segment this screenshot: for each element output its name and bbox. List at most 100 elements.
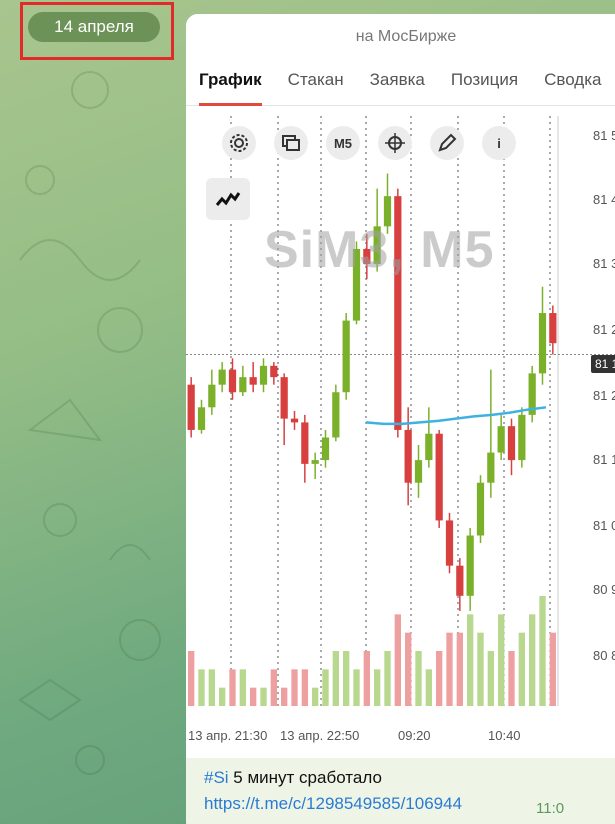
candle-body [280, 377, 288, 419]
x-tick: 13 апр. 21:30 [188, 728, 268, 743]
tab-bar: График Стакан Заявка Позиция Сводка [186, 66, 615, 106]
timeframe-button[interactable]: M5 [326, 126, 360, 160]
message-link[interactable]: https://t.me/c/1298549585/106944 [204, 794, 463, 813]
y-tick: 81 5 [593, 128, 615, 143]
settings-gear-icon[interactable] [222, 126, 256, 160]
volume-bar [332, 651, 339, 706]
volume-bar [518, 632, 525, 706]
y-tick: 81 1 [593, 452, 615, 467]
layers-icon[interactable] [274, 126, 308, 160]
candle-body [332, 392, 340, 438]
volume-bar [529, 614, 536, 706]
volume-bar [260, 687, 267, 706]
date-pill: 14 апреля [28, 12, 160, 42]
candle-body [197, 407, 206, 430]
tab-chart[interactable]: График [186, 66, 275, 106]
x-tick: 10:40 [488, 728, 521, 743]
volume-bar [322, 669, 329, 706]
info-button[interactable]: i [482, 126, 516, 160]
volume-bar [539, 596, 546, 706]
volume-bar [208, 669, 215, 706]
volume-bar [436, 651, 443, 706]
volume-bar [425, 669, 432, 706]
candle-body [425, 433, 433, 461]
candle-body [549, 313, 557, 344]
candle-body [373, 226, 381, 265]
candle-body [445, 520, 454, 566]
exchange-subtitle: на МосБирже [355, 28, 457, 45]
candle-body [187, 384, 195, 430]
message-time: 11:0 [536, 800, 565, 817]
candle-body [321, 437, 330, 461]
candle-body [239, 377, 247, 393]
volume-bar [498, 614, 505, 706]
volume-bar [456, 632, 463, 706]
tab-position[interactable]: Позиция [450, 70, 519, 89]
date-highlight-frame [20, 2, 174, 60]
volume-bar [374, 669, 381, 706]
candle-body [456, 565, 464, 596]
volume-bar [353, 669, 360, 706]
volume-bar [281, 687, 288, 706]
candle-body [342, 320, 350, 393]
candle-body [259, 365, 268, 385]
candle-body [311, 460, 319, 464]
y-tick: 81 2 [593, 322, 615, 337]
candle-body [363, 248, 371, 265]
x-tick: 13 апр. 22:50 [280, 728, 360, 743]
y-tick: 81 4 [593, 192, 615, 207]
hashtag-link[interactable]: #Si [204, 768, 229, 787]
chart-area[interactable]: SiM3, M5 M5 i 81 5 81 4 81 3 81 2 81 2 [186, 106, 615, 758]
tab-order[interactable]: Заявка [369, 70, 425, 89]
candle-body [538, 313, 547, 374]
volume-bar [198, 669, 205, 706]
volume-bar [312, 687, 319, 706]
y-tick: 80 8 [593, 648, 615, 663]
candle-body [290, 418, 299, 423]
volume-bar [394, 614, 401, 706]
chart-watermark: SiM3, M5 [264, 221, 495, 279]
y-tick: 80 9 [593, 582, 615, 597]
volume-bar [508, 651, 515, 706]
candle-body [414, 460, 423, 483]
volume-bar [219, 687, 226, 706]
y-tick: 81 2 [593, 388, 615, 403]
y-tick: 81 3 [593, 256, 615, 271]
volume-bar [549, 632, 556, 706]
message-bubble[interactable]: на МосБирже График Стакан Заявка Позиция… [186, 14, 615, 824]
tab-orderbook[interactable]: Стакан [287, 70, 344, 89]
volume-bar [270, 669, 277, 706]
chart-type-icon[interactable] [206, 178, 250, 220]
current-price-tag: 81 1 [591, 355, 615, 373]
volume-bar [487, 651, 494, 706]
volume-bar [363, 651, 370, 706]
screenshot-image[interactable]: на МосБирже График Стакан Заявка Позиция… [186, 14, 615, 758]
volume-bar [301, 669, 308, 706]
candle-body [404, 429, 412, 483]
candle-body [435, 433, 443, 521]
candle-body [507, 426, 516, 461]
candle-body [476, 482, 485, 536]
candle-body [487, 452, 495, 483]
pencil-icon[interactable] [430, 126, 464, 160]
volume-bar [250, 687, 257, 706]
y-tick: 81 0 [593, 518, 615, 533]
volume-bar [239, 669, 246, 706]
volume-bar [405, 632, 412, 706]
volume-bar [188, 651, 195, 706]
crosshair-icon[interactable] [378, 126, 412, 160]
volume-bar [415, 651, 422, 706]
volume-bar [467, 614, 474, 706]
candle-body [228, 369, 237, 393]
candle-body [270, 365, 278, 378]
candle-body [383, 196, 392, 227]
candle-body [218, 369, 226, 385]
candle-body [528, 373, 536, 415]
candlestick-chart [186, 116, 615, 706]
candle-body [301, 422, 309, 464]
tab-summary[interactable]: Сводка [544, 70, 602, 89]
candle-body [249, 377, 257, 385]
candle-body [208, 384, 216, 408]
x-tick: 09:20 [398, 728, 431, 743]
message-text: #Si 5 минут сработало [204, 768, 382, 788]
